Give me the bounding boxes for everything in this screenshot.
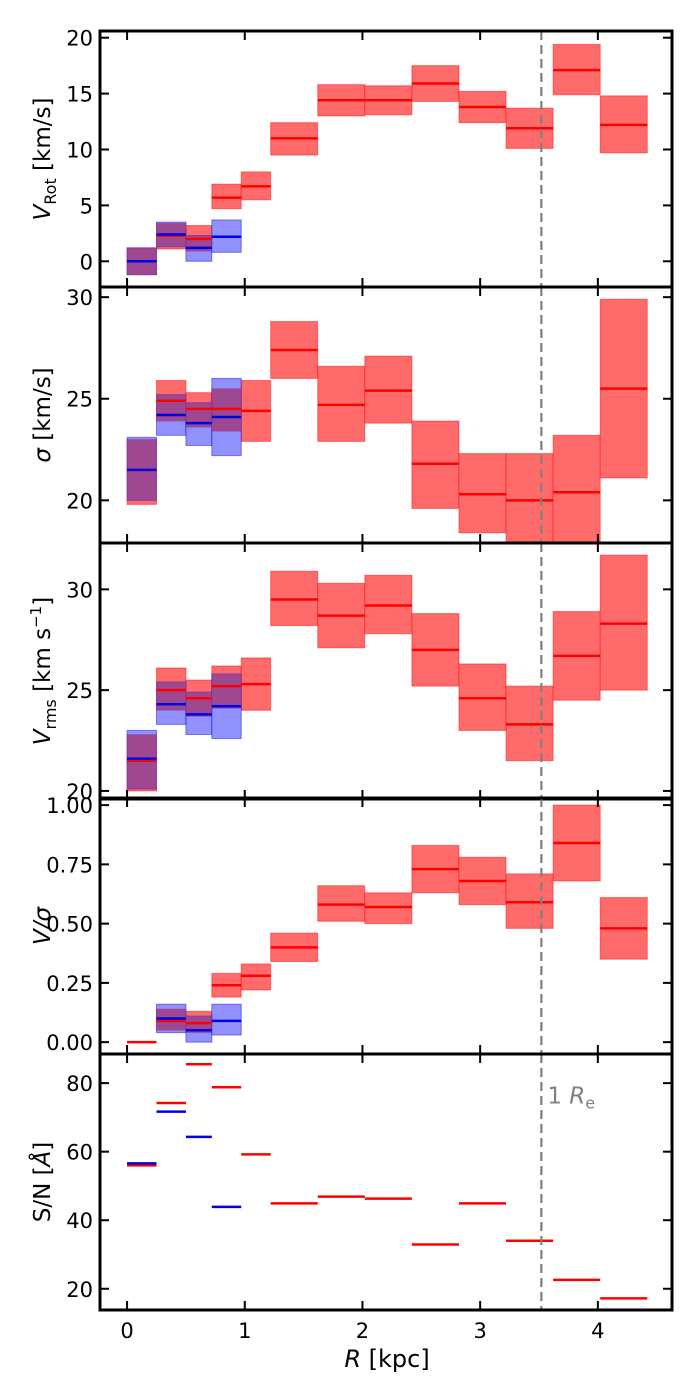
y-tick-label: 10 bbox=[66, 138, 93, 162]
plot-area-vrot bbox=[126, 43, 648, 276]
plot-area-sigma bbox=[126, 298, 648, 543]
y-tick-label: 25 bbox=[66, 679, 93, 703]
y-label-main: V/σ bbox=[30, 906, 56, 945]
y-tick-label: 0.75 bbox=[46, 853, 93, 877]
y-label-unit: [km s bbox=[30, 628, 56, 699]
y-tick-label: 0.50 bbox=[46, 913, 93, 937]
panel-vsigma: 0.00 0.25 0.50 0.75 1.00 V/σ bbox=[30, 794, 674, 1056]
y-axis-label-vsigma: V/σ bbox=[30, 906, 56, 945]
panel-frame bbox=[98, 1052, 674, 1312]
y-label-tail: ] bbox=[30, 1142, 56, 1151]
y-tick-label: 20 bbox=[66, 780, 93, 804]
sigma-overlap-box bbox=[156, 394, 186, 422]
y-tick-label: 60 bbox=[66, 1141, 93, 1165]
y-label-unit: [km/s] bbox=[30, 98, 56, 179]
re-label-prefix: 1 bbox=[547, 1084, 569, 1110]
x-tick-label: 3 bbox=[473, 1319, 486, 1343]
sigma-red-error-box bbox=[552, 434, 601, 543]
re-label-sub: e bbox=[585, 1094, 595, 1113]
vrms-overlap-box bbox=[185, 692, 212, 717]
plot-area-vrms bbox=[126, 554, 648, 792]
vrms-overlap-box bbox=[211, 674, 242, 709]
plot-area-vsigma bbox=[127, 804, 648, 1044]
y-tick-label: 80 bbox=[66, 1072, 93, 1096]
y-label-angstrom: Å bbox=[28, 1151, 56, 1169]
y-tick-label: 1.00 bbox=[46, 794, 93, 818]
y-axis-label-vrms: Vrms [km s−1] bbox=[27, 597, 60, 745]
y-label-unit: [km/s] bbox=[30, 367, 56, 448]
x-tick-label: 4 bbox=[591, 1319, 604, 1343]
y-label-tail: ] bbox=[30, 597, 56, 606]
x-axis-label-unit: [kpc] bbox=[361, 1345, 430, 1373]
y-label-sub: rms bbox=[41, 699, 60, 729]
y-tick-label: 40 bbox=[66, 1209, 93, 1233]
re-label: 1 Re bbox=[547, 1084, 595, 1113]
y-axis-label-sigma: σ [km/s] bbox=[30, 367, 56, 462]
y-tick-label: 30 bbox=[66, 286, 93, 310]
y-tick-label: 30 bbox=[66, 578, 93, 602]
y-tick-label: 15 bbox=[66, 83, 93, 107]
y-tick-label: 0.00 bbox=[46, 1031, 93, 1055]
y-tick-label: 20 bbox=[66, 1278, 93, 1302]
y-axis-label-sn: S/N [Å] bbox=[28, 1142, 56, 1223]
y-tick-label: 25 bbox=[66, 388, 93, 412]
y-tick-label: 0.25 bbox=[46, 972, 93, 996]
y-label-main: σ bbox=[30, 447, 56, 463]
x-axis: R [kpc] 0 1 2 3 4 bbox=[120, 1319, 604, 1373]
y-tick-label: 20 bbox=[66, 489, 93, 513]
x-axis-label-main: R bbox=[344, 1345, 361, 1373]
y-tick-label: 5 bbox=[80, 194, 93, 218]
vrms-overlap-box bbox=[156, 682, 186, 711]
x-tick-label: 0 bbox=[120, 1319, 133, 1343]
y-label-sub: Rot bbox=[41, 178, 60, 204]
panel-sigma: 20 25 30 σ [km/s] bbox=[30, 285, 674, 545]
x-tick-label: 1 bbox=[238, 1319, 251, 1343]
y-tick-label: 20 bbox=[66, 27, 93, 51]
panel-sn: 20 40 60 80 S/N [Å] 1 Re bbox=[28, 1052, 674, 1312]
x-axis-label: R [kpc] bbox=[344, 1345, 429, 1373]
re-label-symbol: R bbox=[569, 1084, 585, 1110]
sigma-red-error-box bbox=[505, 453, 554, 543]
x-tick-label: 2 bbox=[356, 1319, 369, 1343]
plot-area-sn bbox=[127, 1063, 648, 1300]
y-label-main: V bbox=[30, 727, 56, 745]
panel-vrot: 0 5 10 15 20 VRot [km/s] bbox=[30, 27, 674, 289]
y-label-main: V bbox=[30, 202, 56, 220]
y-axis-label-vrot: VRot [km/s] bbox=[30, 98, 60, 221]
y-tick-label: 0 bbox=[80, 250, 93, 274]
y-label-sup: −1 bbox=[27, 606, 45, 628]
y-label-main: S/N [ bbox=[30, 1166, 56, 1222]
